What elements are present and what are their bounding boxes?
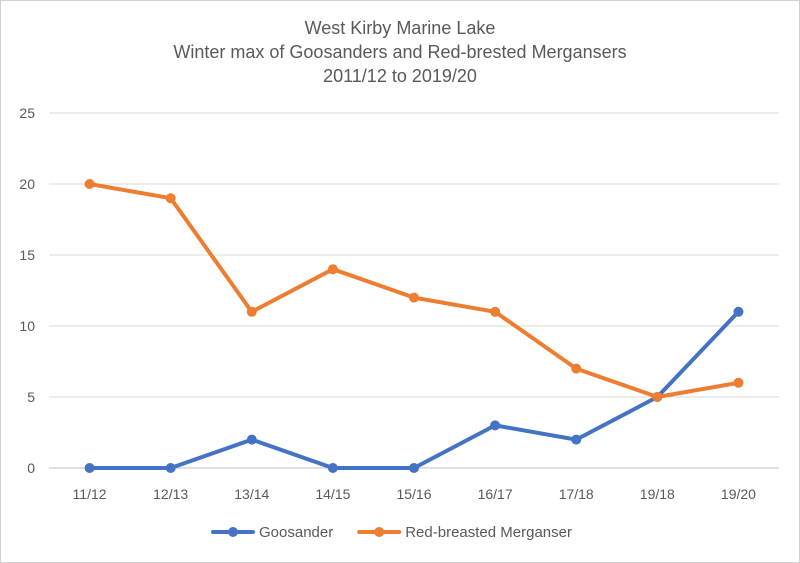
data-point	[84, 463, 95, 473]
legend-marker-0	[228, 527, 238, 537]
y-tick-label: 0	[27, 460, 35, 476]
x-tick-label: 16/17	[478, 486, 513, 502]
x-tick-label: 11/12	[73, 486, 107, 502]
data-point	[246, 434, 257, 445]
legend-label-1: Red-breasted Merganser	[405, 524, 572, 541]
x-tick-label: 14/15	[315, 486, 350, 502]
series-group	[84, 179, 744, 473]
data-point	[84, 179, 95, 189]
data-point	[652, 392, 663, 402]
x-tick-label: 19/20	[721, 486, 756, 502]
y-axis-ticks: 0 5 10 15 20 25	[19, 105, 35, 476]
data-point	[733, 377, 744, 388]
chart-title-line-2: Winter max of Goosanders and Red-brested…	[173, 42, 627, 62]
data-point	[571, 434, 582, 445]
data-point	[165, 193, 176, 204]
data-point	[571, 363, 582, 374]
x-tick-label: 15/16	[396, 486, 431, 502]
x-axis-ticks: 11/12 12/13 13/14 14/15 15/16 16/17 17/18 19/18…	[73, 486, 757, 502]
y-tick-label: 15	[19, 247, 35, 263]
x-tick-label: 12/13	[153, 486, 188, 502]
y-tick-label: 25	[19, 105, 35, 121]
x-tick-label: 13/14	[234, 486, 269, 502]
data-point	[733, 306, 744, 317]
y-tick-label: 10	[19, 318, 35, 334]
y-tick-label: 5	[27, 389, 35, 405]
data-point	[409, 292, 419, 303]
chart-title-line-3: 2011/12 to 2019/20	[323, 66, 477, 86]
data-point	[165, 463, 176, 473]
y-tick-label: 20	[19, 176, 35, 192]
data-point	[246, 306, 257, 317]
data-point	[409, 463, 419, 473]
legend-marker-1	[374, 527, 385, 537]
data-point	[327, 463, 338, 473]
x-tick-label: 17/18	[559, 486, 594, 502]
data-point	[490, 306, 501, 317]
legend: Goosander Red-breasted Merganser	[211, 524, 572, 541]
x-tick-label: 19/18	[640, 486, 675, 502]
legend-label-0: Goosander	[259, 524, 333, 541]
gridlines	[49, 112, 779, 469]
data-point	[490, 420, 501, 431]
data-point	[327, 264, 338, 275]
chart-title-line-1: West Kirby Marine Lake	[304, 18, 496, 38]
series-line-1	[87, 182, 741, 399]
